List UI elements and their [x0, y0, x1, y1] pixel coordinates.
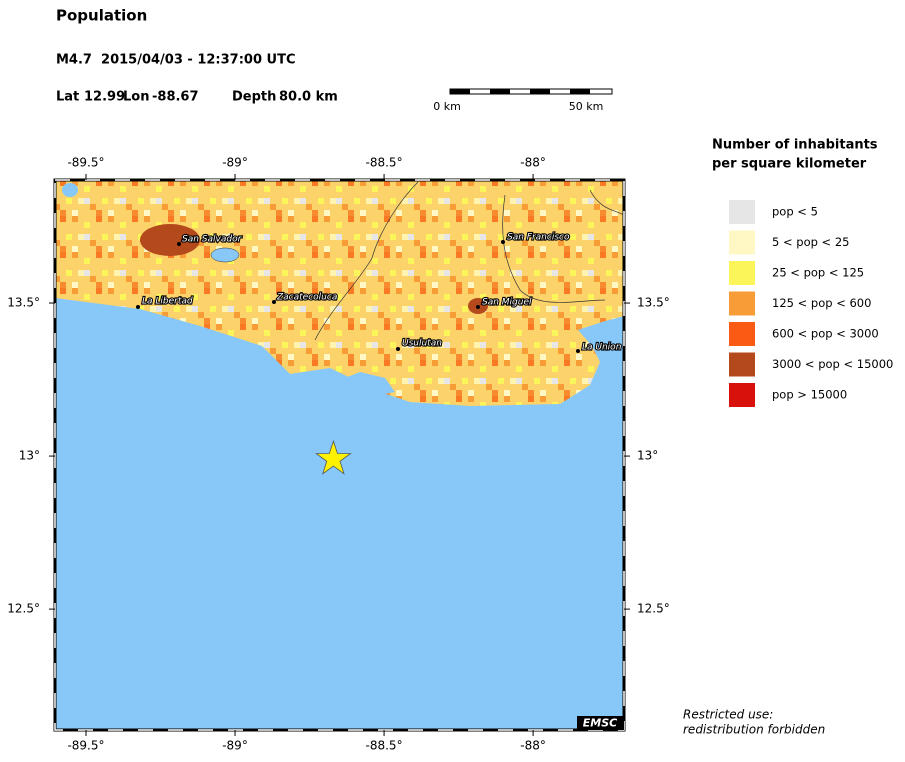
legend-swatch: [729, 352, 755, 377]
city-label: San Salvador: [182, 235, 243, 245]
map: San Salvador La Libertad Zacatecoluca Sa…: [53, 178, 626, 732]
lat-tick-label: 13°: [19, 449, 40, 463]
lon-tick-label: -88.5°: [366, 739, 403, 753]
legend-title: Number of inhabitants: [712, 138, 878, 153]
city-label: La Libertad: [142, 297, 193, 307]
city-dot: [177, 242, 181, 246]
city-label: Zacatecoluca: [276, 293, 337, 303]
lat-tick-label: 13.5°: [7, 296, 40, 310]
epicenter: [315, 439, 352, 475]
lat-label: Lat: [56, 90, 79, 105]
title: Population: [56, 7, 147, 25]
depth-value: 80.0 km: [279, 90, 338, 105]
frame-dash: [54, 179, 625, 731]
lon-tick-label: -89.5°: [67, 739, 104, 753]
lake: [210, 247, 240, 263]
lat-tick-label: 13°: [637, 449, 658, 463]
city-label: San Francisco: [507, 233, 570, 243]
lat-value: 12.99: [84, 90, 125, 105]
legend-swatch: [729, 230, 755, 255]
legend-swatch: [729, 383, 755, 407]
urban-area: [140, 224, 200, 256]
lon-label: Lon: [123, 90, 149, 105]
legend-label: 25 < pop < 125: [772, 266, 864, 280]
lat-tick-label: 13.5°: [637, 296, 670, 310]
legend-swatch: [729, 322, 755, 346]
legend-swatch: [729, 261, 755, 285]
city-dot: [396, 347, 400, 351]
legend-label: 600 < pop < 3000: [772, 327, 879, 341]
lon-value: -88.67: [152, 90, 199, 105]
event: M4.7 2015/04/03 - 12:37:00 UTC: [56, 53, 295, 68]
legend-swatch: [729, 200, 755, 224]
bay: [340, 372, 395, 396]
legend: pop < 5 5 < pop < 25 25 < pop < 125 125 < p…: [729, 200, 893, 407]
lake: [62, 183, 78, 197]
legend-label: pop < 5: [772, 205, 818, 219]
lon-tick-label: -88°: [520, 739, 546, 753]
scale-end: 50 km: [569, 100, 604, 113]
city-label: San Miguel: [482, 298, 532, 308]
city-dot: [272, 300, 276, 304]
legend-label: 125 < pop < 600: [772, 296, 871, 310]
city-label: La Union: [582, 343, 622, 353]
lon-tick-label: -89.5°: [67, 156, 104, 170]
lat-tick-label: 12.5°: [637, 602, 670, 616]
legend-swatch: [729, 291, 755, 316]
lon-tick-label: -89°: [222, 156, 248, 170]
city-dot: [136, 305, 140, 309]
credit-box: [577, 716, 624, 730]
legend-title: per square kilometer: [712, 157, 867, 172]
lon-tick-label: -88°: [520, 156, 546, 170]
depth-label: Depth: [232, 90, 276, 105]
lon-tick-label: -89°: [222, 739, 248, 753]
border: [314, 181, 625, 341]
city-dot: [476, 305, 480, 309]
notice: Restricted use:: [683, 708, 773, 722]
cities: San Salvador La Libertad Zacatecoluca Sa…: [136, 231, 623, 354]
lat-tick-label: 12.5°: [7, 602, 40, 616]
city-label: Usulutan: [402, 339, 442, 349]
legend-label: 3000 < pop < 15000: [772, 357, 893, 371]
scale-start: 0 km: [433, 100, 461, 113]
city-dot: [576, 349, 580, 353]
legend-label: 5 < pop < 25: [772, 235, 849, 249]
legend-label: pop > 15000: [772, 388, 847, 402]
lon-tick-label: -88.5°: [366, 156, 403, 170]
notice: redistribution forbidden: [683, 723, 825, 737]
city-dot: [501, 240, 505, 244]
credit: EMSC: [583, 717, 617, 730]
scale-bar: [449, 88, 613, 95]
